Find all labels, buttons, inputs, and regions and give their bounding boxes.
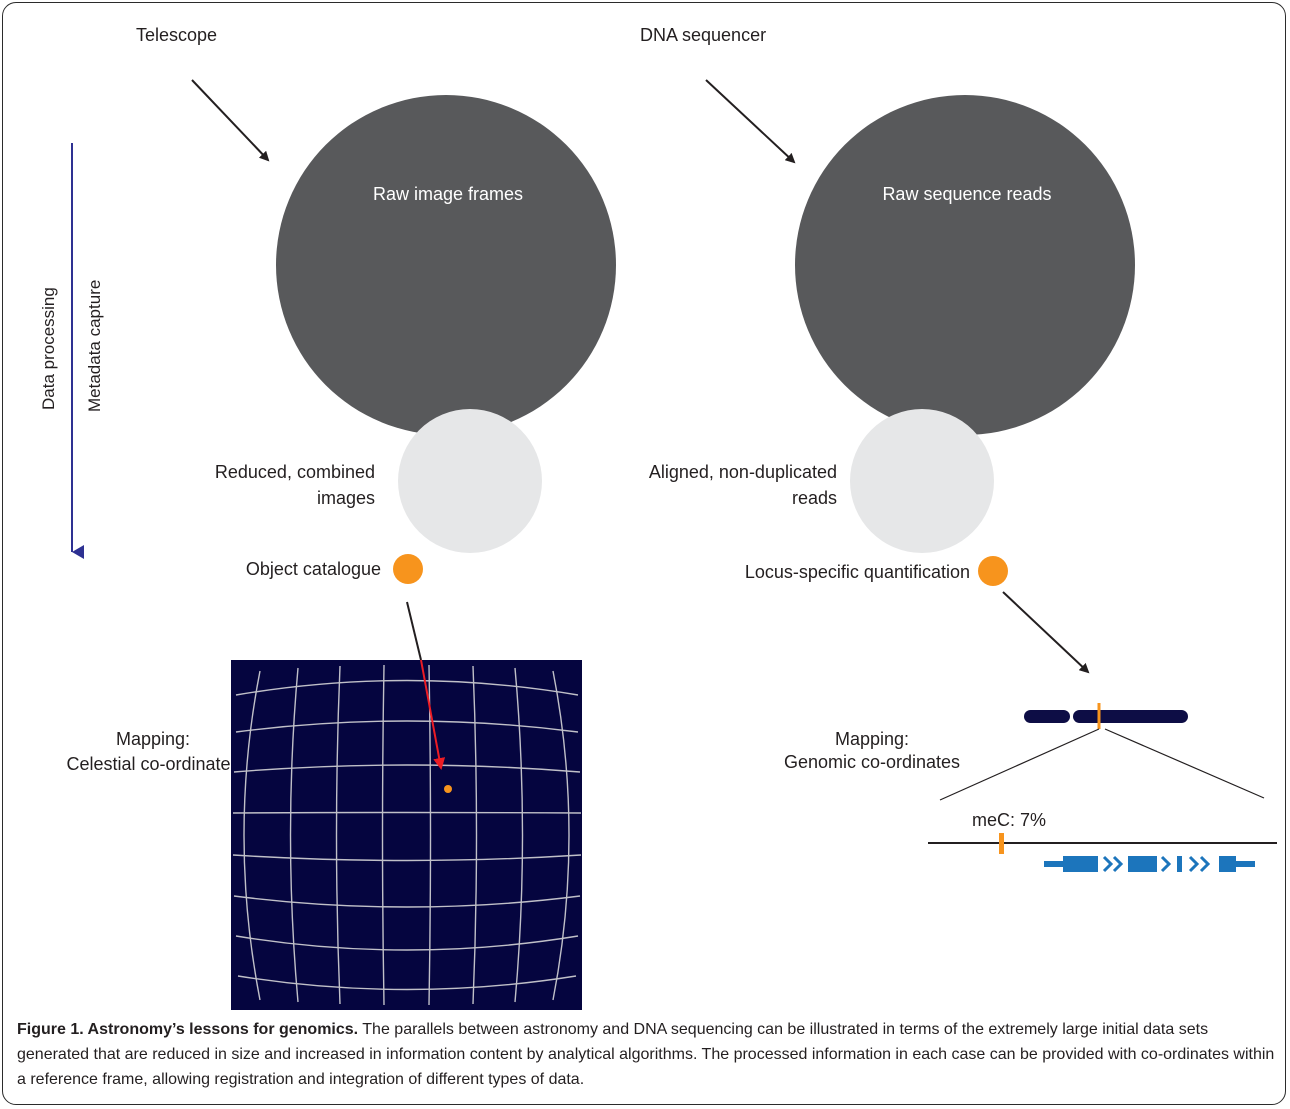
reduced-images-label-line2: images — [317, 488, 375, 508]
dna-sequencer-label: DNA sequencer — [640, 25, 766, 45]
data-processing-label: Data processing — [39, 287, 58, 410]
celestial-map — [231, 660, 582, 1010]
raw-image-frames-circle — [276, 95, 616, 435]
diagram-canvas: Data processing Metadata capture Telesco… — [39, 25, 1277, 1010]
reduced-images-label-line1: Reduced, combined — [215, 462, 375, 482]
mapped-object-dot — [444, 785, 452, 793]
gene-model — [1044, 855, 1255, 873]
figure-caption: Figure 1. Astronomy’s lessons for genomi… — [17, 1017, 1275, 1092]
aligned-reads-circle — [850, 409, 994, 553]
methylation-label: meC: 7% — [972, 810, 1046, 830]
quantification-dot — [978, 556, 1008, 586]
object-catalogue-label: Object catalogue — [246, 559, 381, 579]
caption-title: Figure 1. Astronomy’s lessons for genomi… — [17, 1021, 359, 1038]
methylation-site-marker — [999, 833, 1004, 854]
zoom-line-right — [1104, 728, 1265, 799]
catalogue-arrow-black — [406, 601, 422, 661]
raw-image-frames-label: Raw image frames — [373, 184, 523, 204]
genomic-mapping-label-line1: Mapping: — [835, 729, 909, 749]
aligned-reads-label-line1: Aligned, non-duplicated — [649, 462, 837, 482]
sequencer-arrow — [705, 79, 796, 164]
telescope-label: Telescope — [136, 25, 217, 45]
aligned-reads-label-line2: reads — [792, 488, 837, 508]
celestial-mapping-label-line1: Mapping: — [116, 729, 190, 749]
catalogue-arrow-red — [420, 659, 446, 770]
raw-sequence-reads-circle — [795, 95, 1135, 435]
telescope-arrow — [191, 79, 270, 162]
quantification-label: Locus-specific quantification — [745, 562, 970, 582]
metadata-capture-label: Metadata capture — [85, 280, 104, 412]
caption-text: The parallels between astronomy and DNA … — [17, 1021, 1275, 1088]
quantification-arrow — [1002, 591, 1090, 674]
reduced-images-circle — [398, 409, 542, 553]
chromosome — [1024, 703, 1188, 729]
zoom-line-left — [939, 728, 1100, 801]
celestial-mapping-label-line2: Celestial co-ordinates — [66, 754, 239, 774]
genomic-mapping-label-line2: Genomic co-ordinates — [784, 752, 960, 772]
raw-sequence-reads-label: Raw sequence reads — [882, 184, 1051, 204]
object-catalogue-dot — [393, 554, 423, 584]
